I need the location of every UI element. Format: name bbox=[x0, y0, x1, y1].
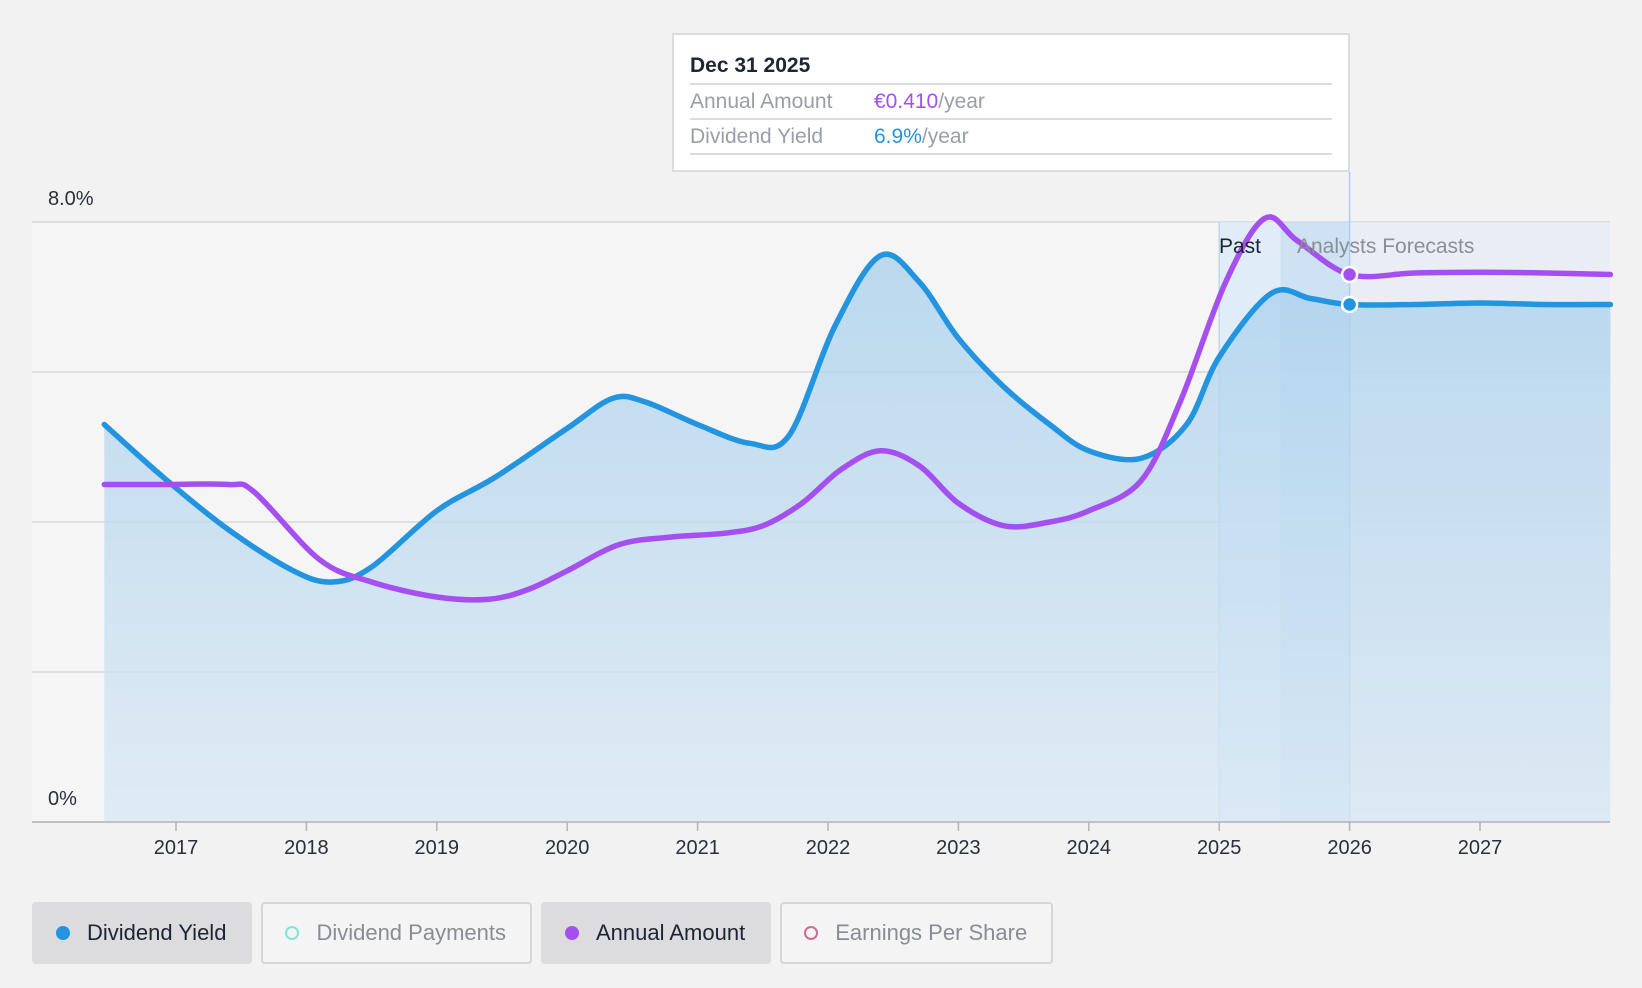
legend-label: Annual Amount bbox=[595, 920, 746, 945]
tooltip-row-dividend-yield: Dividend Yield 6.9%/year bbox=[690, 120, 1332, 155]
legend-annual-amount-button[interactable]: Annual Amount bbox=[540, 902, 772, 964]
x-tick-label: 2024 bbox=[1067, 837, 1112, 859]
legend-label: Dividend Payments bbox=[316, 920, 506, 945]
x-tick-label: 2018 bbox=[284, 837, 329, 859]
legend-label: Earnings Per Share bbox=[835, 920, 1028, 945]
tooltip-value: €0.410 bbox=[874, 90, 939, 113]
legend-earnings-per-share-button[interactable]: Earnings Per Share bbox=[780, 902, 1054, 964]
legend-dot-icon bbox=[564, 926, 579, 940]
series-marker-1 bbox=[1340, 265, 1359, 284]
x-axis: 2017 2018 2019 2020 2021 2022 2023 2024 2025 2026… bbox=[32, 821, 1610, 859]
legend-dividend-yield-button[interactable]: Dividend Yield bbox=[32, 902, 253, 964]
tooltip-row-annual-amount: Annual Amount €0.410/year bbox=[690, 85, 1332, 120]
forecast-label: Analysts Forecasts bbox=[1297, 235, 1474, 258]
x-tick-label: 2019 bbox=[415, 837, 460, 859]
legend-dot-icon bbox=[804, 926, 819, 940]
legend-dot-icon bbox=[56, 926, 70, 940]
legend: Dividend Yield Dividend Payments Annual … bbox=[32, 902, 1054, 964]
legend-dividend-payments-button[interactable]: Dividend Payments bbox=[261, 902, 532, 964]
series-area-0 bbox=[104, 254, 1611, 822]
legend-dot-icon bbox=[285, 926, 300, 940]
x-tick-label: 2023 bbox=[936, 837, 981, 859]
series-line-0 bbox=[101, 251, 1614, 585]
area-layer bbox=[104, 254, 1611, 822]
tooltip-value: 6.9% bbox=[874, 125, 922, 148]
legend-label: Dividend Yield bbox=[87, 920, 227, 945]
tooltip-key: Annual Amount bbox=[690, 90, 833, 113]
tooltip-key: Dividend Yield bbox=[690, 125, 824, 148]
x-tick-label: 2025 bbox=[1197, 837, 1242, 859]
y-max-label: 8.0% bbox=[48, 188, 94, 210]
series-line-1 bbox=[101, 214, 1614, 603]
series-marker-0 bbox=[1340, 295, 1359, 314]
markers bbox=[1340, 265, 1359, 314]
x-tick-label: 2027 bbox=[1458, 837, 1503, 859]
x-tick-label: 2021 bbox=[675, 837, 720, 859]
x-tick-label: 2022 bbox=[806, 837, 851, 859]
tooltip-date: Dec 31 2025 bbox=[690, 49, 1332, 85]
x-tick-label: 2026 bbox=[1327, 837, 1372, 859]
tooltip: Dec 31 2025 Annual Amount €0.410/year Di… bbox=[672, 33, 1350, 172]
x-tick-label: 2017 bbox=[154, 837, 199, 859]
line-layer bbox=[101, 214, 1614, 603]
x-tick-label: 2020 bbox=[545, 837, 590, 859]
y-min-label: 0% bbox=[48, 788, 77, 810]
tooltip-suffix: /year bbox=[921, 125, 969, 148]
tooltip-suffix: /year bbox=[938, 90, 985, 113]
past-label: Past bbox=[1219, 235, 1261, 258]
